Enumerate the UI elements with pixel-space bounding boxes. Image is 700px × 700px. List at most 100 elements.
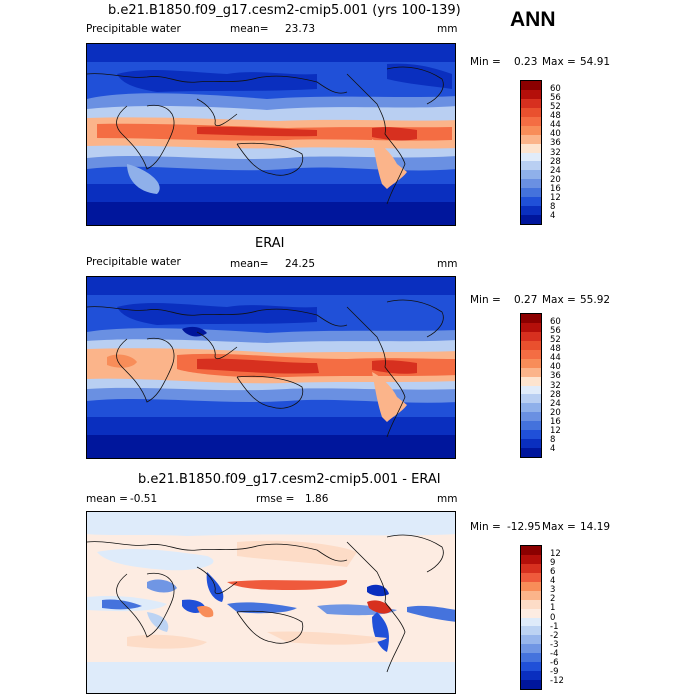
- colorbar-tick-label: -6: [550, 657, 559, 668]
- colorbar-segment: [521, 554, 541, 564]
- colorbar-tick-label: 56: [550, 93, 561, 104]
- colorbar-tick-label: -2: [550, 630, 559, 641]
- colorbar-segment: [521, 358, 541, 368]
- panel3-mean-value: -0.51: [130, 493, 158, 505]
- colorbar-tick-label: 32: [550, 147, 561, 158]
- colorbar-tick-label: 44: [550, 353, 561, 364]
- colorbar-segment: [521, 581, 541, 591]
- colorbar-segment: [521, 662, 541, 672]
- panel3-units: mm: [437, 493, 458, 505]
- panel3-map: [86, 511, 456, 694]
- panel3-max-value: 14.19: [580, 521, 611, 533]
- panel2-colorbar: [520, 313, 542, 458]
- colorbar-segment: [521, 430, 541, 440]
- colorbar-tick-label: 32: [550, 380, 561, 391]
- colorbar-tick-label: 60: [550, 317, 561, 328]
- colorbar-segment: [521, 197, 541, 207]
- colorbar-segment: [521, 563, 541, 573]
- panel1-mean-label: mean=: [230, 23, 269, 35]
- colorbar-segment: [521, 81, 541, 90]
- colorbar-tick-label: 16: [550, 183, 561, 194]
- colorbar-segment: [521, 161, 541, 171]
- colorbar-segment: [521, 367, 541, 377]
- colorbar-tick-label: 8: [550, 201, 556, 212]
- panel2-map-field: [87, 277, 455, 458]
- colorbar-tick-label: -4: [550, 648, 559, 659]
- colorbar-segment: [521, 572, 541, 582]
- colorbar-tick-label: -12: [550, 675, 564, 686]
- colorbar-tick-label: 60: [550, 84, 561, 95]
- colorbar-tick-label: 12: [550, 192, 561, 203]
- colorbar-segment: [521, 599, 541, 609]
- colorbar-segment: [521, 188, 541, 198]
- panel1-units: mm: [437, 23, 458, 35]
- colorbar-segment: [521, 179, 541, 189]
- colorbar-segment: [521, 215, 541, 224]
- colorbar-tick-label: 6: [550, 567, 556, 578]
- colorbar-tick-label: 4: [550, 443, 556, 454]
- colorbar-segment: [521, 125, 541, 135]
- season-label: ANN: [510, 8, 556, 31]
- colorbar-tick-label: 4: [550, 576, 556, 587]
- colorbar-tick-label: 40: [550, 362, 561, 373]
- panel3-min-value: -12.95: [507, 521, 541, 533]
- panel3-rmse-label: rmse =: [256, 493, 295, 505]
- panel3-map-field: [87, 512, 455, 693]
- colorbar-tick-label: 36: [550, 138, 561, 149]
- colorbar-segment: [521, 116, 541, 126]
- panel2-map: [86, 276, 456, 459]
- colorbar-segment: [521, 143, 541, 153]
- colorbar-tick-label: 28: [550, 389, 561, 400]
- colorbar-segment: [521, 394, 541, 404]
- colorbar-segment: [521, 617, 541, 627]
- panel2-mean-label: mean=: [230, 258, 269, 270]
- colorbar-segment: [521, 546, 541, 555]
- panel1-min-label: Min =: [470, 56, 501, 68]
- panel1-mean-value: 23.73: [285, 23, 316, 35]
- colorbar-segment: [521, 331, 541, 341]
- colorbar-tick-label: 52: [550, 335, 561, 346]
- panel1-max-value: 54.91: [580, 56, 611, 68]
- colorbar-tick-label: 3: [550, 585, 556, 596]
- colorbar-segment: [521, 376, 541, 386]
- colorbar-tick-label: 2: [550, 594, 556, 605]
- colorbar-segment: [521, 107, 541, 117]
- colorbar-segment: [521, 152, 541, 162]
- colorbar-segment: [521, 314, 541, 323]
- panel1-max-label: Max =: [542, 56, 576, 68]
- colorbar-segment: [521, 89, 541, 99]
- colorbar-tick-label: 56: [550, 326, 561, 337]
- colorbar-tick-label: 40: [550, 129, 561, 140]
- panel1-map-field: [87, 44, 455, 225]
- panel3-title: b.e21.B1850.f09_g17.cesm2-cmip5.001 - ER…: [138, 472, 441, 487]
- panel1-title: b.e21.B1850.f09_g17.cesm2-cmip5.001 (yrs…: [108, 3, 461, 18]
- colorbar-tick-label: 20: [550, 407, 561, 418]
- colorbar-segment: [521, 439, 541, 449]
- panel1-colorbar: [520, 80, 542, 225]
- panel3-mean-label: mean =: [86, 493, 128, 505]
- colorbar-segment: [521, 322, 541, 332]
- panel2-units: mm: [437, 258, 458, 270]
- panel2-mean-value: 24.25: [285, 258, 316, 270]
- panel1-map: [86, 43, 456, 226]
- colorbar-tick-label: 16: [550, 416, 561, 427]
- colorbar-segment: [521, 349, 541, 359]
- panel2-min-value: 0.27: [514, 294, 538, 306]
- panel3-max-label: Max =: [542, 521, 576, 533]
- colorbar-tick-label: 48: [550, 111, 561, 122]
- colorbar-segment: [521, 134, 541, 144]
- colorbar-segment: [521, 680, 541, 689]
- colorbar-tick-label: 48: [550, 344, 561, 355]
- colorbar-segment: [521, 403, 541, 413]
- panel2-max-label: Max =: [542, 294, 576, 306]
- panel1-variable-label: Precipitable water: [86, 23, 181, 35]
- colorbar-segment: [521, 206, 541, 216]
- colorbar-tick-label: 8: [550, 434, 556, 445]
- colorbar-tick-label: 12: [550, 425, 561, 436]
- colorbar-tick-label: 52: [550, 102, 561, 113]
- colorbar-tick-label: 24: [550, 165, 561, 176]
- colorbar-segment: [521, 590, 541, 600]
- colorbar-segment: [521, 448, 541, 457]
- colorbar-tick-label: -1: [550, 621, 559, 632]
- colorbar-segment: [521, 644, 541, 654]
